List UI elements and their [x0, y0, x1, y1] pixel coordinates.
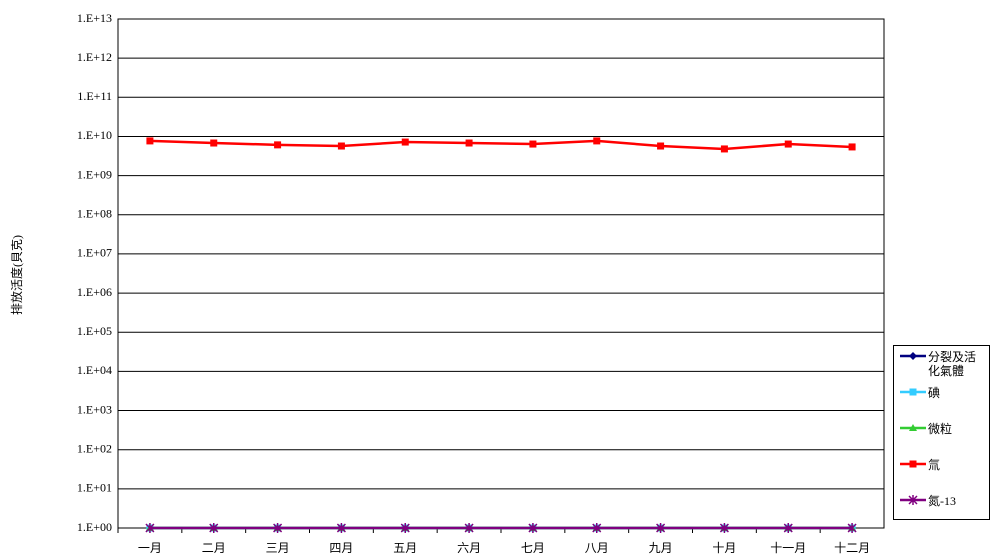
marker [783, 523, 793, 533]
marker [593, 137, 601, 145]
y-tick-label: 1.E+04 [77, 363, 112, 377]
x-tick-label: 八月 [585, 541, 609, 555]
series-line [149, 139, 853, 151]
legend-label: 微粒 [928, 422, 953, 436]
marker [909, 388, 917, 396]
y-tick-label: 1.E+02 [77, 441, 112, 455]
y-tick-label: 1.E+08 [77, 207, 112, 221]
legend-label: 碘 [928, 386, 941, 400]
legend-swatch [900, 460, 926, 468]
legend-swatch [900, 424, 926, 431]
marker [656, 523, 666, 533]
marker [908, 495, 918, 505]
x-tick-label: 六月 [457, 541, 481, 555]
marker [465, 139, 473, 147]
legend-swatch [900, 495, 926, 505]
y-tick-label: 1.E+10 [77, 128, 112, 142]
legend-label: 氚 [928, 458, 941, 472]
marker [909, 460, 917, 468]
legend-entry: 氚 [894, 454, 989, 490]
marker [909, 424, 917, 431]
y-tick-label: 1.E+12 [77, 50, 112, 64]
marker [146, 137, 154, 145]
y-axis-label: 排放活度(貝克) [9, 235, 24, 315]
x-tick-label: 五月 [393, 541, 417, 555]
x-tick-label: 十二月 [834, 541, 870, 555]
legend-entry: 氮-13 [894, 490, 989, 526]
marker [273, 523, 283, 533]
marker [592, 523, 602, 533]
marker [336, 523, 346, 533]
marker [720, 145, 728, 153]
marker [909, 352, 917, 360]
y-tick-label: 1.E+11 [77, 89, 112, 103]
y-tick-label: 1.E+13 [77, 11, 112, 25]
marker [657, 142, 665, 150]
legend-swatch [900, 388, 926, 396]
x-tick-label: 二月 [202, 541, 226, 555]
y-tick-label: 1.E+01 [77, 481, 112, 495]
x-tick-label: 四月 [329, 541, 353, 555]
y-tick-label: 1.E+06 [77, 285, 112, 299]
plot-frame [117, 18, 885, 529]
x-tick-label: 十一月 [770, 541, 806, 555]
marker [719, 523, 729, 533]
legend-swatch [900, 352, 926, 360]
x-tick-label: 九月 [649, 541, 673, 555]
y-tick-label: 1.E+00 [77, 520, 112, 534]
marker [401, 138, 409, 146]
legend-entry: 分裂及活化氣體 [894, 346, 989, 382]
marker [528, 523, 538, 533]
x-tick-label: 十月 [712, 541, 736, 555]
marker [529, 140, 537, 148]
marker [848, 143, 856, 151]
y-tick-label: 1.E+07 [77, 246, 112, 260]
x-tick-label: 七月 [521, 541, 545, 555]
legend-label: 氮-13 [928, 494, 956, 508]
x-tick-label: 一月 [138, 541, 162, 555]
y-tick-label: 1.E+09 [77, 167, 112, 181]
marker [784, 140, 792, 148]
marker [209, 523, 219, 533]
y-tick-label: 1.E+05 [77, 324, 112, 338]
x-tick-label: 三月 [266, 541, 290, 555]
marker [274, 141, 282, 149]
marker [464, 523, 474, 533]
legend-label: 分裂及活化氣體 [928, 350, 977, 378]
marker [337, 142, 345, 150]
legend-entry: 微粒 [894, 418, 989, 454]
marker [145, 523, 155, 533]
marker [847, 523, 857, 533]
legend: 分裂及活化氣體碘微粒氚氮-13 [893, 345, 990, 520]
legend-entry: 碘 [894, 382, 989, 418]
y-tick-label: 1.E+03 [77, 402, 112, 416]
marker [210, 139, 218, 147]
marker [400, 523, 410, 533]
